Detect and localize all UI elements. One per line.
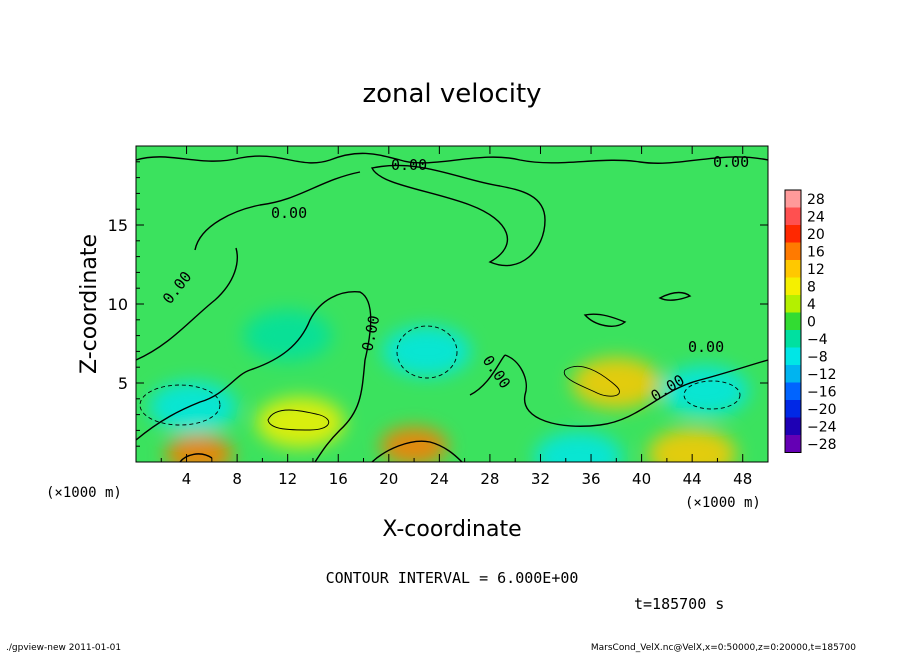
x-tick-label: 36 [581, 470, 600, 488]
chart-title: zonal velocity [362, 79, 541, 109]
x-tick-label: 4 [182, 470, 192, 488]
shading-cell [647, 428, 737, 462]
shading-cell [382, 325, 471, 377]
colorbar-label: −8 [807, 349, 828, 365]
plot-area: 0.00 0.00 0.00 0.00 0.00 0.00 0.00 0.00 [136, 146, 768, 462]
colorbar-label: 16 [807, 244, 825, 260]
colorbar-swatch [785, 330, 801, 348]
colorbar-swatch [785, 277, 801, 295]
contour-label: 0.00 [271, 204, 307, 222]
colorbar-swatch [785, 435, 801, 453]
shading-cell [572, 357, 661, 409]
colorbar-swatch [785, 312, 801, 330]
contour-interval-text: CONTOUR INTERVAL = 6.000E+00 [326, 569, 579, 587]
x-tick-label: 16 [329, 470, 348, 488]
x-tick-label: 8 [232, 470, 242, 488]
x-tick-label: 44 [683, 470, 702, 488]
shading-cell [380, 426, 448, 462]
x-axis: 4 8 12 16 20 24 28 32 36 40 44 48 [160, 146, 752, 488]
colorbar-swatch [785, 242, 801, 260]
colorbar-label: 20 [807, 227, 825, 243]
x-tick-label: 20 [379, 470, 398, 488]
y-axis: 5 10 15 [108, 161, 768, 447]
colorbar-swatch [785, 382, 801, 400]
shading-cell [148, 381, 238, 433]
x-tick-label: 28 [480, 470, 499, 488]
colorbar-label: 12 [807, 262, 825, 278]
colorbar-swatch [785, 295, 801, 313]
y-axis-label: Z-coordinate [77, 234, 102, 374]
x-axis-label: X-coordinate [382, 517, 521, 542]
colorbar-label: −12 [807, 367, 837, 383]
x-axis-unit-left: (×1000 m) [46, 485, 122, 501]
colorbar-swatch [785, 365, 801, 383]
contour-label: 0.00 [688, 338, 724, 356]
contour-label: 0.00 [391, 156, 427, 174]
time-stamp: t=185700 s [634, 595, 724, 613]
x-tick-label: 40 [632, 470, 651, 488]
contour-label: 0.00 [713, 153, 749, 171]
colorbar-label: −24 [807, 419, 837, 435]
shading-cell [165, 434, 233, 462]
footer-left: ./gpview-new 2011-01-01 [6, 643, 121, 653]
dashed-contours [139, 325, 741, 426]
contour-lines [136, 152, 768, 462]
shading-cell [660, 365, 749, 417]
footer-right: MarsCond_VelX.nc@VelX,x=0:50000,z=0:2000… [591, 643, 856, 653]
colorbar-label: −16 [807, 384, 837, 400]
colorbar-swatch [785, 190, 801, 208]
colorbar-label: 28 [807, 192, 825, 208]
colorbar-label: 0 [807, 314, 816, 330]
colorbar-label: 8 [807, 279, 816, 295]
colorbar-label: 24 [807, 209, 825, 225]
y-tick-label: 5 [118, 374, 128, 393]
colorbar-swatch [785, 260, 801, 278]
colorbar-swatch [785, 225, 801, 243]
colorbar-label: −20 [807, 402, 837, 418]
shading-cell [256, 397, 345, 448]
y-tick-label: 15 [108, 216, 128, 235]
colorbar-label: −4 [807, 332, 828, 348]
colorbar-swatch [785, 207, 801, 225]
shading-cell [243, 310, 332, 362]
colorbar-frame [784, 189, 802, 453]
x-axis-unit-right: (×1000 m) [685, 495, 761, 511]
colorbar-swatch [785, 347, 801, 365]
x-tick-label: 12 [278, 470, 297, 488]
x-tick-label: 24 [430, 470, 449, 488]
shading-cell [534, 431, 623, 462]
y-tick-label: 10 [108, 295, 128, 314]
x-tick-label: 32 [531, 470, 550, 488]
x-tick-label: 48 [733, 470, 752, 488]
colorbar-label: 4 [807, 297, 816, 313]
colorbar-swatch [785, 417, 801, 435]
colorbar-label: −28 [807, 437, 837, 453]
colorbar-swatch [785, 400, 801, 418]
